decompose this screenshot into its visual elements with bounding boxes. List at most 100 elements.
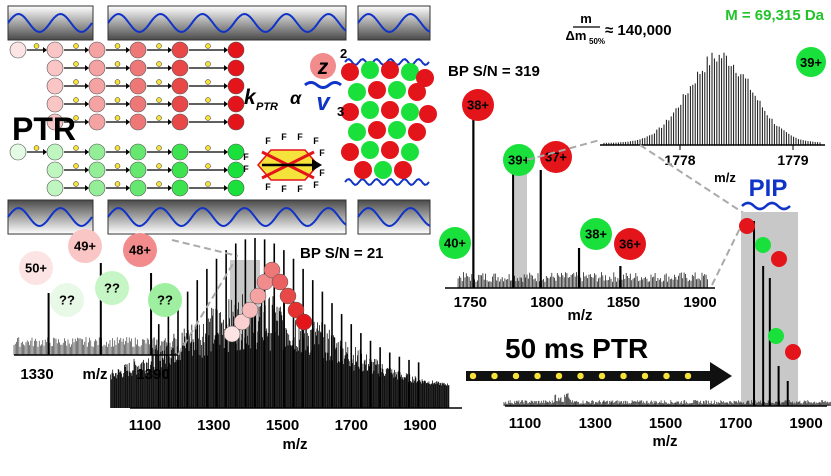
x-tick-label: 1700 (719, 415, 752, 432)
ion (348, 123, 366, 141)
x-tick-label: 1900 (683, 294, 716, 311)
x-axis-label: m/z (567, 307, 592, 324)
ion (171, 161, 189, 179)
ptr-duration-label: 50 ms PTR (505, 333, 648, 364)
reaction-arrow-head (85, 47, 89, 53)
rf-wave (107, 206, 347, 228)
ion (46, 113, 64, 131)
anion-dot (205, 115, 211, 121)
ptr-arrow-head (710, 362, 732, 390)
x-tick-label: 1300 (579, 415, 612, 432)
fluorine-label: F (313, 180, 319, 190)
spectrum-bottom-left: 1100 1300 1500 1700 1900 m/z BP S/N = 21 (110, 238, 462, 453)
fluorine-label: F (281, 184, 287, 194)
anion-dot (641, 372, 649, 380)
charge-state-circle (462, 89, 494, 121)
rate-z-exponent: 2 (340, 46, 347, 61)
ion (368, 121, 386, 139)
ion (9, 41, 27, 59)
x-tick-label: 1100 (509, 415, 542, 432)
middle-spectrum-peaks (457, 116, 708, 288)
ion (227, 161, 245, 179)
ion (129, 161, 147, 179)
charge-series-chain (223, 261, 313, 343)
rf-wave (357, 12, 431, 34)
ion (227, 143, 245, 161)
anion-dot (533, 372, 542, 380)
ion (129, 59, 147, 77)
reaction-arrow-head (168, 167, 172, 173)
anion-dot (156, 61, 162, 67)
pip-charge-marker (771, 251, 787, 267)
ion (341, 143, 359, 161)
pip-charge-marker (755, 237, 771, 253)
anion-dot (73, 163, 79, 169)
rf-wave (357, 206, 431, 228)
x-axis-label: m/z (714, 170, 736, 185)
bp-sn-label: BP S/N = 319 (448, 63, 540, 80)
anion-dot (73, 43, 79, 49)
anion-dot (114, 115, 121, 121)
reaction-arrow-head (168, 119, 172, 125)
reaction-arrow-head (43, 149, 47, 155)
charge-state-circle (503, 144, 535, 176)
charge-state-circle (148, 283, 182, 317)
ion (88, 143, 106, 161)
reaction-arrow-head (224, 185, 228, 191)
inset-peaks (13, 263, 178, 355)
anion-dot (114, 145, 121, 151)
ion (388, 81, 406, 99)
anion-dot (512, 372, 520, 380)
anion-dot (73, 61, 79, 67)
anion-dot (114, 163, 121, 169)
charge-series-ion (279, 287, 297, 305)
ion (401, 143, 419, 161)
x-tick-label: 1500 (266, 417, 299, 434)
rf-wave (7, 12, 93, 34)
ion (416, 69, 434, 87)
inset-charge-labels: 50+ 49+ 48+?????? (19, 229, 182, 317)
rate-alpha: α (290, 88, 302, 108)
charge-state-label: 37+ (545, 150, 567, 165)
ion (361, 101, 379, 119)
ion (381, 141, 399, 159)
ion (46, 41, 64, 59)
charge-series-ion (241, 301, 259, 319)
ion (227, 95, 245, 113)
ion (171, 143, 189, 161)
reaction-arrow-head (126, 167, 130, 173)
ion (401, 63, 419, 81)
anion-dot (205, 97, 211, 103)
charge-series-ion (233, 313, 251, 331)
zoom-guide (639, 144, 746, 215)
x-tick-label: 1900 (789, 415, 822, 432)
anion-dot (619, 372, 628, 380)
anion-dot (205, 43, 211, 49)
ion (46, 179, 64, 197)
anion-dot (205, 163, 211, 169)
anion-dot (156, 97, 162, 103)
arrow-anion-dots (469, 372, 692, 380)
rate-equation: k PTR α z 2 v 3 (244, 46, 347, 119)
reaction-arrow-head (126, 149, 130, 155)
reaction-arrow-head (168, 83, 172, 89)
x-tick-label: 1700 (335, 417, 368, 434)
x-ticks: 1100 1300 1500 1700 1900 (129, 417, 437, 434)
spectrum-middle: 1750 1800 1850 1900 m/z BP S/N = 319 38+ 39+… (439, 63, 746, 324)
ion (171, 113, 189, 131)
resolution-numerator: m (580, 11, 592, 26)
pip-charge-markers (739, 218, 801, 360)
ion (88, 161, 106, 179)
charge-state-circle (439, 227, 471, 259)
anion-dot (114, 79, 121, 85)
ion (348, 83, 366, 101)
anion-dot (33, 145, 40, 151)
ion (381, 61, 399, 79)
ion (361, 61, 379, 79)
rate-v-exponent: 3 (337, 104, 344, 119)
fluorine-label: F (243, 152, 249, 162)
